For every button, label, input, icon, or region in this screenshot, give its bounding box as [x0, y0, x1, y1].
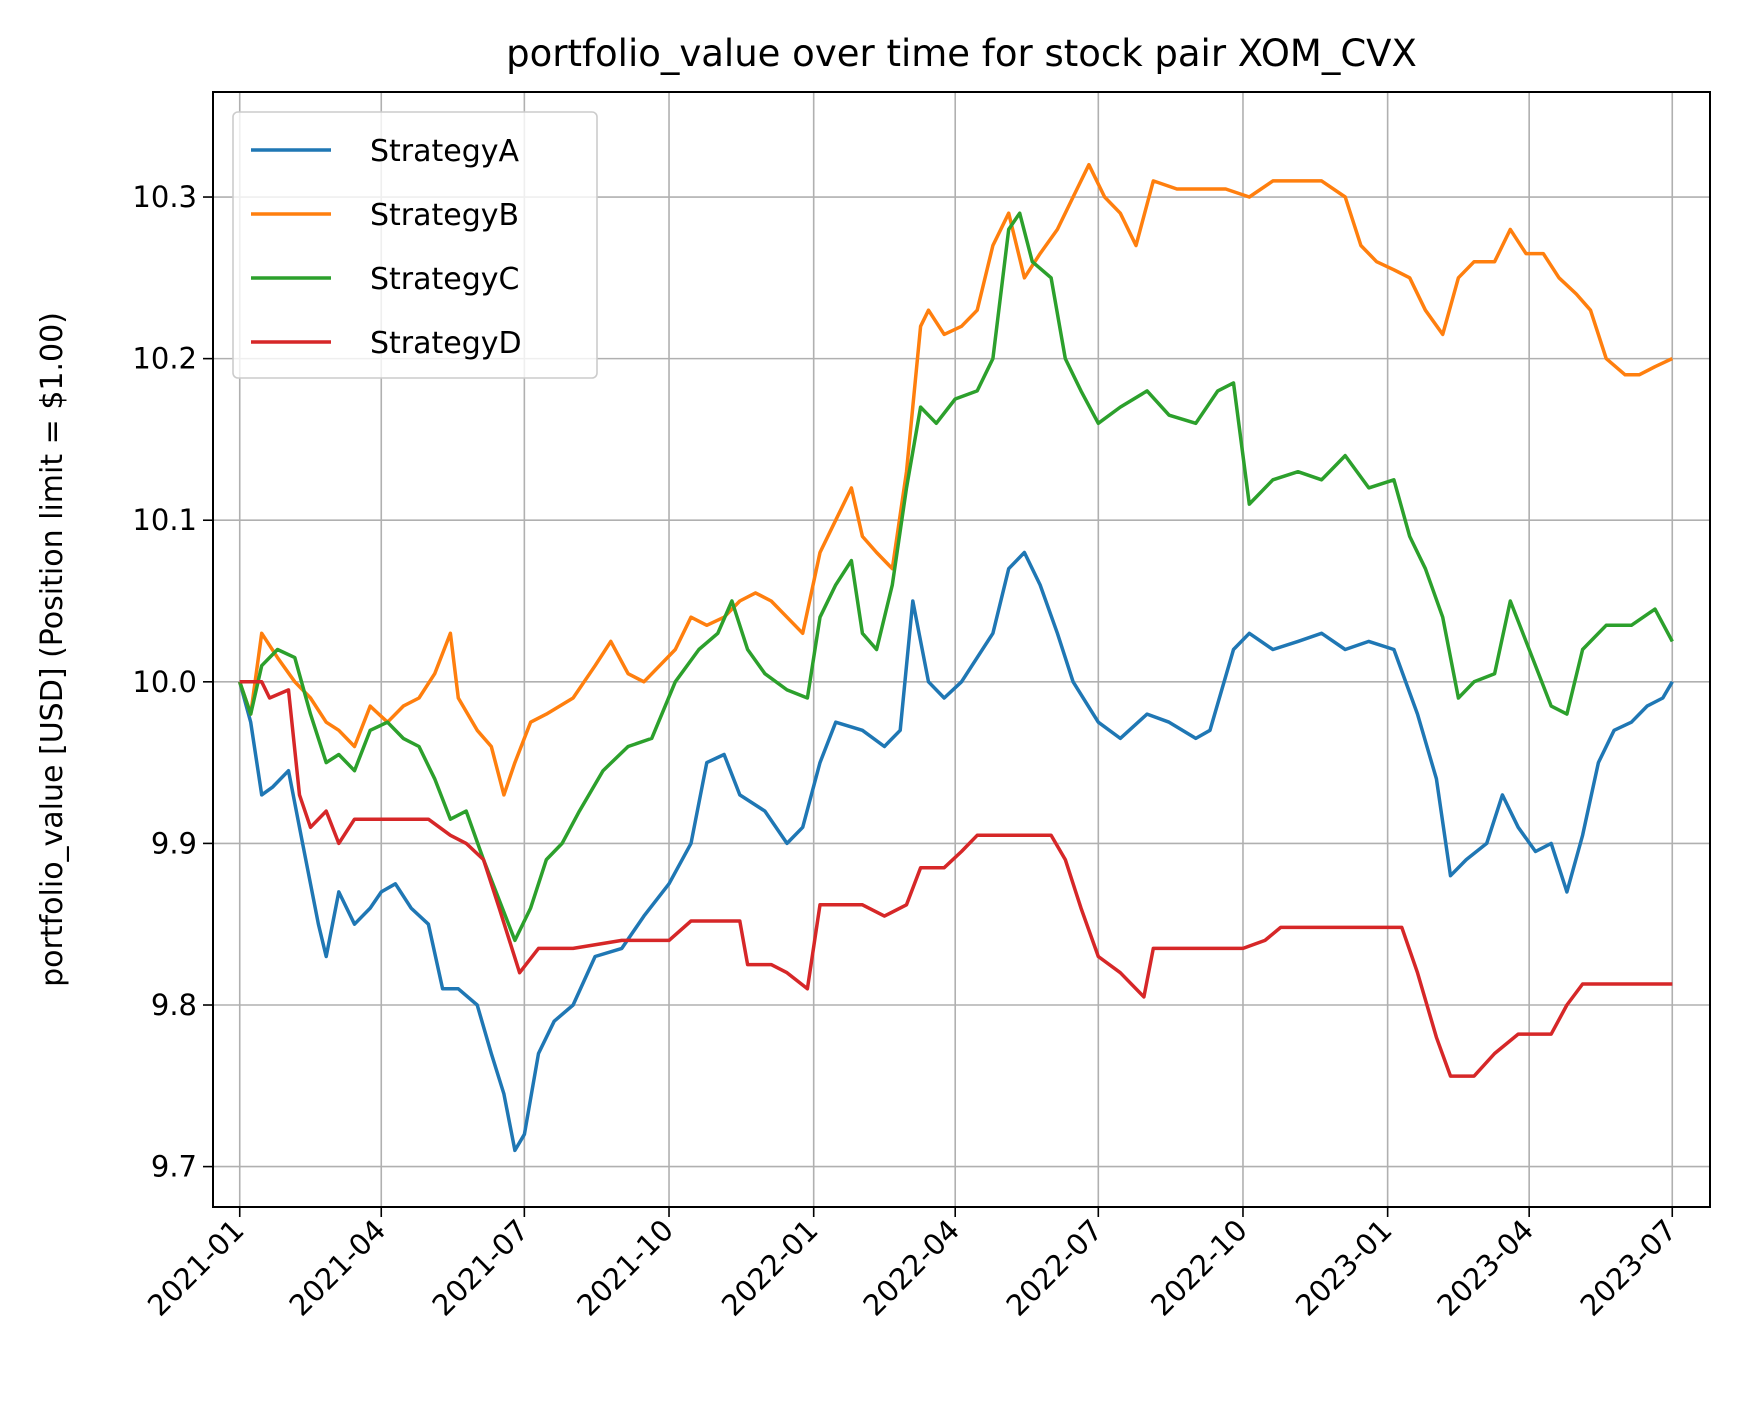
- legend-label: StrategyC: [370, 262, 520, 297]
- x-tick-label: 2023-04: [1430, 1213, 1540, 1323]
- x-tick-label: 2021-04: [282, 1213, 392, 1323]
- series-line-strategyb: [238, 162, 1674, 797]
- y-tick-label: 10.3: [132, 180, 197, 214]
- x-tick-label: 2022-01: [715, 1213, 825, 1323]
- legend-label: StrategyA: [370, 134, 520, 169]
- y-tick-label: 9.9: [151, 826, 197, 860]
- y-axis-label: portfolio_value [USD] (Position limit = …: [35, 312, 70, 987]
- series-lines: [238, 162, 1674, 1153]
- x-tick-label: 2022-04: [856, 1213, 966, 1323]
- y-tick-label: 9.7: [151, 1150, 197, 1184]
- y-axis: 9.7 9.8 9.9 10.0 10.1 10.2 10.3: [132, 180, 213, 1184]
- series-line-strategyc: [238, 211, 1674, 943]
- legend: StrategyA StrategyB StrategyC StrategyD: [232, 111, 598, 379]
- plot-frame: [212, 91, 1711, 1208]
- legend-box: [232, 111, 598, 379]
- x-tick-label: 2023-07: [1573, 1213, 1683, 1323]
- y-tick-label: 10.2: [132, 342, 197, 376]
- x-tick-label: 2022-07: [1000, 1213, 1110, 1323]
- legend-label: StrategyD: [370, 326, 522, 361]
- x-tick-label: 2021-01: [141, 1213, 251, 1323]
- x-axis: 2021-01 2021-04 2021-07 2021-10 2022-01 2022-…: [141, 1207, 1683, 1323]
- y-tick-label: 10.1: [132, 503, 197, 537]
- x-tick-label: 2023-01: [1289, 1213, 1399, 1323]
- x-tick-label: 2021-07: [426, 1213, 536, 1323]
- chart-title: portfolio_value over time for stock pair…: [506, 32, 1417, 75]
- series-line-strategyd: [239, 680, 1673, 1078]
- grid: [213, 92, 1710, 1207]
- legend-label: StrategyB: [370, 198, 519, 233]
- y-tick-label: 10.0: [132, 665, 197, 699]
- x-tick-label: 2021-10: [570, 1213, 680, 1323]
- y-tick-label: 9.8: [151, 988, 197, 1022]
- x-tick-label: 2022-10: [1144, 1213, 1254, 1323]
- series-line-strategya: [238, 550, 1674, 1153]
